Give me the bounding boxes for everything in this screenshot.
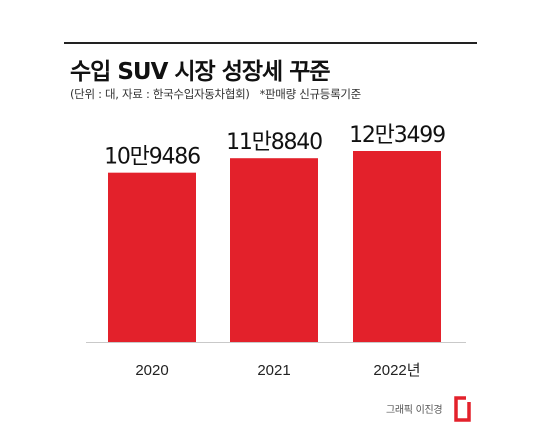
bar-2021: [230, 158, 318, 342]
bar-2020: [108, 172, 196, 342]
graphic-credit: 그래픽 이진경: [386, 405, 443, 416]
basis-note: *판매량 신규등록기준: [259, 87, 362, 101]
value-labels-group: 10만9486 11만8840 12만3499: [104, 123, 446, 170]
bar-2022년: [353, 151, 441, 342]
x-tick-label-2021: 2021: [257, 362, 290, 379]
x-tick-label-2020: 2020: [135, 362, 168, 379]
chart-subtitle: (단위 : 대, 자료 : 한국수입자동차협회) *판매량 신규등록기준: [70, 86, 361, 102]
value-label-2022년: 12만3499: [349, 123, 445, 148]
red-bracket-logo-icon: [454, 396, 471, 422]
chart-title: 수입 SUV 시장 성장세 꾸준: [70, 59, 331, 85]
x-tick-labels-group: 2020 2021 2022년: [135, 362, 420, 379]
value-label-2020: 10만9486: [104, 145, 200, 170]
value-label-2021: 11만8840: [226, 130, 322, 155]
bars-group: [108, 151, 441, 342]
top-rule: [64, 42, 477, 44]
source-note: (단위 : 대, 자료 : 한국수입자동차협회): [70, 87, 250, 101]
x-tick-label-2022년: 2022년: [373, 362, 420, 379]
